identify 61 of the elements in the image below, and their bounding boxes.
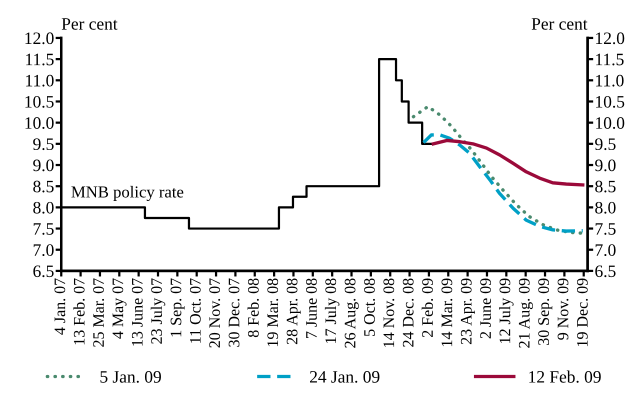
y2-tick-label: 7.5 [596,223,616,235]
y-tick-label: 11.5 [26,54,54,66]
series-label: MNB policy rate [71,186,184,202]
x-tick-label: 4 May 07 [112,278,127,339]
x-tick-label: 24 Dec. 08 [402,278,414,347]
x-tick-label: 11 Oct. 07 [190,278,201,343]
y2-tick-label: 7.0 [596,244,616,256]
y2-axis-title: Per cent [532,18,588,30]
x-tick-label: 5 Oct. 08 [364,278,375,336]
x-tick-label: 13 Feb. 07 [73,278,85,344]
line-series [412,104,584,235]
y-tick-label: 8.5 [33,180,54,192]
x-tick-label: 14 Nov. 08 [383,278,394,347]
x-tick-label: 26 Aug. 08 [344,278,359,348]
x-tick-label: 13 June 07 [132,278,143,346]
x-tick-label: 28 Apr. 08 [286,278,301,344]
y-tick-label: 12.0 [25,32,54,44]
y2-tick-label: 10.0 [596,117,624,129]
x-tick-label: 14 Mar. 09 [441,278,452,346]
legend-label: 24 Jan. 09 [310,371,380,383]
x-tick-label: 1 Sep. 07 [170,278,185,336]
y-tick-label: 10.0 [25,117,54,129]
y-tick-label: 7.0 [34,244,54,256]
y-tick-label: 9.0 [33,159,54,172]
x-tick-label: 4 Jan. 07 [54,278,66,335]
x-tick-label: 21 Aug. 09 [518,278,533,348]
x-tick-label: 9 Nov. 09 [558,278,568,340]
x-tick-label: 30 Dec. 07 [228,278,240,347]
y-tick-label: 10.5 [25,96,54,108]
y2-tick-label: 11.5 [596,54,624,66]
y-tick-label: 7.5 [34,223,54,235]
y2-tick-label: 8.0 [595,202,616,214]
y2-tick-label: 6.5 [595,265,616,278]
x-tick-label: 23 July 07 [150,278,166,344]
y-tick-label: 9.5 [33,138,54,150]
legend-label: 12 Feb. 09 [529,370,601,383]
legend-label: 5 Jan. 09 [100,371,161,383]
y-axis-title: Per cent [62,18,118,30]
x-tick-label: 7 June 08 [306,278,317,338]
x-tick-label: 8 Feb. 08 [248,278,259,338]
y2-tick-label: 9.0 [595,159,616,172]
x-tick-label: 20 Nov. 07 [209,278,220,348]
y2-tick-label: 11.0 [596,74,624,87]
x-tick-label: 19 Dec. 09 [576,278,588,346]
y2-tick-label: 10.5 [596,96,624,108]
x-tick-label: 25 Mar. 07 [93,278,104,347]
line-series [422,133,584,233]
x-tick-label: 19 Mar. 08 [267,278,278,346]
x-tick-label: 17 July 08 [324,278,340,344]
x-tick-label: 23 Apr. 09 [460,278,475,344]
x-tick-label: 2 Feb. 09 [422,278,433,338]
y2-tick-label: 8.5 [595,180,616,192]
y-tick-label: 11.0 [26,74,54,87]
y2-tick-label: 9.5 [595,138,616,150]
y-tick-label: 6.5 [33,265,54,278]
x-tick-label: 30 Sep. 09 [538,278,552,345]
y2-tick-label: 12.0 [596,32,624,44]
y-tick-label: 8.0 [33,202,54,214]
x-tick-label: 12 July 09 [499,278,514,344]
line-series [432,138,584,187]
x-tick-label: 2 June 09 [480,278,491,338]
